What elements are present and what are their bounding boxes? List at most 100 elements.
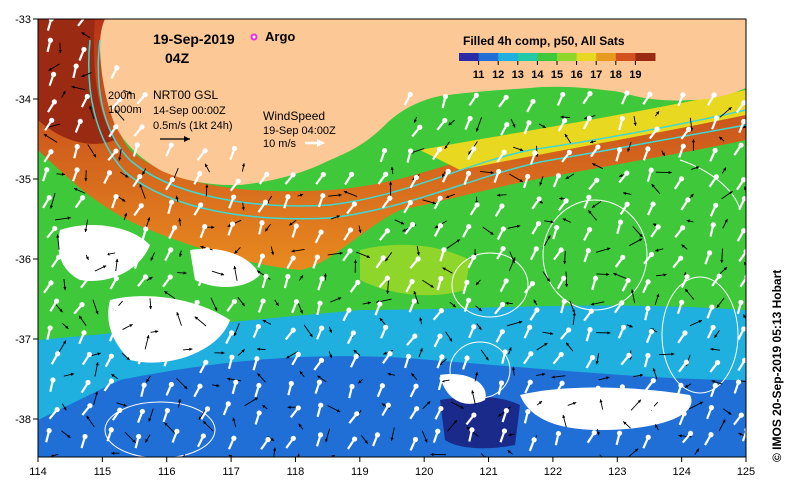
current-arrow-head xyxy=(538,401,543,405)
wind-arrow-head xyxy=(51,99,57,105)
cloud-gap xyxy=(440,374,486,404)
current-arrow-head xyxy=(153,464,156,467)
wind-arrow-head xyxy=(231,145,238,151)
wind-arrow-head xyxy=(464,355,470,361)
wind-arrow-head xyxy=(139,124,145,130)
current-arrow-head xyxy=(475,128,479,132)
wind-arrow-head xyxy=(648,328,655,335)
wind-arrow-head xyxy=(168,247,174,253)
wind-arrow-head xyxy=(709,304,715,310)
wind-arrow-head xyxy=(229,354,235,360)
current-arrow-head xyxy=(460,405,464,409)
legend-tick-label: 13 xyxy=(512,69,524,81)
current-arrow-head xyxy=(607,462,610,465)
wind-arrow-head xyxy=(229,221,236,227)
current-arrow-head xyxy=(211,225,215,229)
current-arrow-head xyxy=(416,252,420,256)
credit-text: © IMOS 20-Sep-2019 05:13 Hobart xyxy=(770,269,784,462)
wind-arrow-head xyxy=(684,274,690,280)
sla-contour xyxy=(451,252,529,318)
wind-arrow-head xyxy=(594,177,600,183)
wind-arrow-head xyxy=(383,171,389,177)
wind-arrow-head xyxy=(710,222,716,228)
y-tick-label: -38 xyxy=(15,414,31,426)
current-arrow-head xyxy=(124,174,129,178)
current-arrow-head xyxy=(629,324,633,328)
legend-tick-label: 15 xyxy=(551,69,563,81)
current-arrow xyxy=(716,456,717,457)
legend-swatch xyxy=(615,53,636,61)
wind-arrow-head xyxy=(262,199,268,205)
y-tick-label: -34 xyxy=(15,94,31,106)
current-arrow-head xyxy=(175,195,179,200)
current-arrow-head xyxy=(79,315,83,320)
wind-arrow-head xyxy=(555,173,562,179)
current-arrow-head xyxy=(254,397,258,401)
current-arrow-head xyxy=(563,260,567,264)
y-tick-label: -35 xyxy=(15,174,31,186)
wind-arrow-head xyxy=(228,330,235,336)
current-arrow-head xyxy=(475,281,480,286)
wind-arrow-head xyxy=(435,428,441,434)
current-arrow-head xyxy=(126,356,130,361)
current-arrow-head xyxy=(84,228,88,233)
wind-arrow-head xyxy=(137,173,143,180)
wind-arrow-head xyxy=(85,379,91,386)
current-arrow-head xyxy=(155,330,159,334)
current-arrow-head xyxy=(48,67,52,71)
wind-arrow-head xyxy=(285,273,291,280)
wind-arrow-head xyxy=(589,354,596,361)
current-arrow-head xyxy=(94,391,99,395)
current-arrow-head xyxy=(572,312,576,316)
current-arrow-head xyxy=(613,272,617,276)
current-arrow-head xyxy=(584,116,588,120)
current-arrow-head xyxy=(233,265,237,270)
current-arrow-head xyxy=(719,136,723,140)
wind-arrow-head xyxy=(561,275,567,281)
wind-arrow-head xyxy=(560,91,566,98)
current-arrow-head xyxy=(95,362,99,366)
wind-arrow-head xyxy=(136,254,142,260)
wind-arrow-head xyxy=(139,408,145,415)
wind-arrow-head xyxy=(417,124,423,130)
wind-arrow-head xyxy=(587,91,593,97)
wind-arrow-head xyxy=(442,117,448,124)
wind-arrow-head xyxy=(648,251,655,258)
wind-arrow-head xyxy=(740,177,746,183)
wind-arrow-head xyxy=(586,194,592,200)
wind-arrow-head xyxy=(561,298,567,304)
wind-arrow-head xyxy=(263,273,269,279)
current-arrow-head xyxy=(272,447,277,451)
wind-arrow-head xyxy=(411,298,417,304)
wind-arrow-head xyxy=(82,433,88,440)
current-arrow-head xyxy=(70,372,74,376)
sst-field xyxy=(38,19,746,457)
current-arrow-head xyxy=(549,331,554,336)
x-tick-label: 117 xyxy=(222,466,240,478)
current-arrow xyxy=(751,222,756,232)
current-arrow-head xyxy=(379,317,383,322)
wind-arrow-head xyxy=(81,46,87,53)
x-tick-label: 122 xyxy=(544,466,562,478)
current-arrow-head xyxy=(383,351,387,355)
current-arrow-head xyxy=(178,464,181,467)
cloud-gap xyxy=(108,296,230,363)
current-arrow-head xyxy=(456,239,460,243)
legend-swatch xyxy=(537,53,558,61)
current-arrow-head xyxy=(228,454,233,457)
wind-arrow-head xyxy=(529,281,536,287)
wind-arrow-head xyxy=(233,379,239,385)
current-arrow-head xyxy=(118,157,122,161)
current-arrow-head xyxy=(203,421,207,425)
current-arrow-head xyxy=(723,267,728,271)
current-arrow-head xyxy=(205,163,208,168)
current-arrow-head xyxy=(566,342,570,347)
wind-arrow-head xyxy=(108,378,114,384)
current-arrow-head xyxy=(299,275,303,279)
sla-contour xyxy=(679,159,741,211)
wind-arrow-head xyxy=(716,273,722,279)
current-arrow-head xyxy=(444,145,448,149)
wind-arrow-head xyxy=(138,203,144,209)
x-tick-label: 125 xyxy=(737,466,755,478)
current-arrow-head xyxy=(381,403,386,407)
